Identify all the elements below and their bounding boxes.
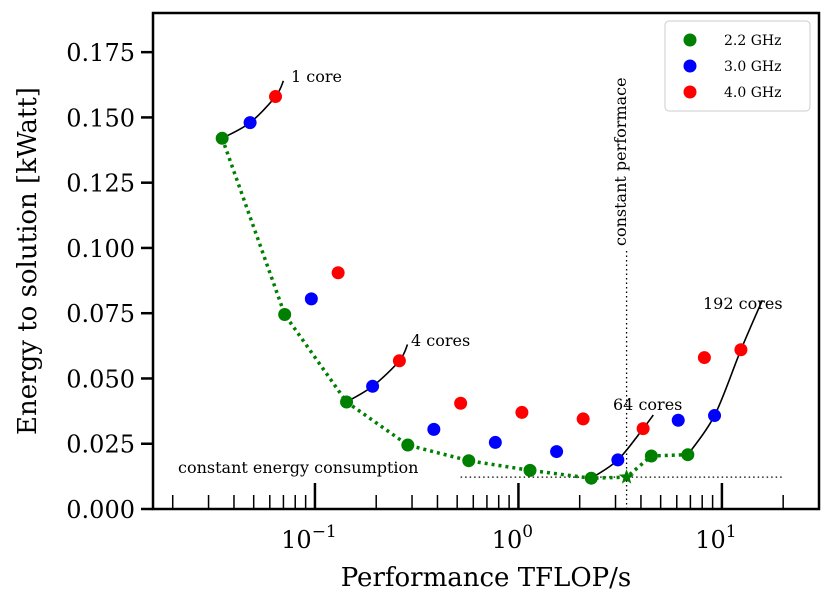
constant-energy-label: constant energy consumption bbox=[178, 458, 418, 477]
data-point bbox=[576, 412, 590, 426]
y-tick-label: 0.025 bbox=[66, 431, 135, 459]
data-point bbox=[708, 409, 722, 423]
data-point bbox=[550, 445, 564, 459]
core-curve bbox=[590, 414, 654, 479]
x-axis-ticks: 10−1 100 101 bbox=[171, 483, 820, 554]
data-point bbox=[697, 351, 711, 365]
data-point bbox=[340, 395, 354, 409]
core-label-1: 1 core bbox=[291, 67, 342, 86]
y-axis-ticks: 0.000 0.025 0.050 0.075 0.100 0.125 0.150 0.175 bbox=[66, 39, 153, 524]
legend-box bbox=[664, 20, 811, 112]
data-point bbox=[636, 422, 650, 436]
data-point bbox=[331, 266, 345, 280]
data-point bbox=[243, 116, 257, 130]
data-point bbox=[515, 405, 529, 419]
data-point bbox=[427, 422, 441, 436]
data-point bbox=[366, 379, 380, 393]
data-points bbox=[215, 90, 748, 485]
x-tick-label: 101 bbox=[695, 522, 736, 554]
y-axis-title: Energy to solution [kWatt] bbox=[13, 87, 43, 435]
x-tick-label: 10−1 bbox=[281, 522, 337, 554]
data-point bbox=[681, 448, 695, 462]
legend-marker-2-2ghz bbox=[683, 33, 697, 47]
data-point bbox=[392, 354, 406, 368]
data-point bbox=[269, 90, 283, 104]
plot-frame bbox=[151, 11, 821, 511]
constant-performance-label: constant performace bbox=[611, 77, 630, 246]
y-tick-label: 0.050 bbox=[66, 365, 135, 393]
core-label-192: 192 cores bbox=[703, 294, 783, 313]
core-curves bbox=[221, 80, 764, 479]
optimal-frequency-path bbox=[220, 137, 688, 480]
optimal-star-marker bbox=[618, 469, 635, 484]
data-point bbox=[523, 463, 537, 477]
data-point bbox=[671, 413, 685, 427]
y-tick-label: 0.100 bbox=[66, 235, 135, 263]
core-label-4: 4 cores bbox=[411, 331, 470, 350]
legend-label-2-2ghz: 2.2 GHz bbox=[724, 33, 781, 49]
legend-label-4-0ghz: 4.0 GHz bbox=[724, 85, 781, 101]
legend-marker-3-0ghz bbox=[683, 59, 697, 73]
data-point bbox=[401, 438, 415, 452]
core-curve bbox=[346, 344, 409, 403]
y-tick-label: 0.125 bbox=[66, 170, 135, 198]
y-tick-label: 0.000 bbox=[66, 496, 135, 524]
core-label-64: 64 cores bbox=[613, 395, 682, 414]
data-point bbox=[611, 453, 625, 467]
y-tick-label: 0.150 bbox=[66, 104, 135, 132]
data-point bbox=[644, 449, 658, 463]
legend-label-3-0ghz: 3.0 GHz bbox=[724, 59, 781, 75]
data-point bbox=[454, 396, 468, 410]
data-point bbox=[734, 343, 748, 357]
legend-marker-4-0ghz bbox=[683, 85, 697, 99]
core-curve bbox=[687, 299, 764, 456]
data-point bbox=[278, 308, 292, 322]
core-curve bbox=[221, 80, 285, 140]
data-point bbox=[215, 131, 229, 145]
y-tick-label: 0.175 bbox=[66, 39, 135, 67]
data-point bbox=[462, 454, 476, 468]
data-point bbox=[584, 471, 598, 485]
x-tick-label: 100 bbox=[492, 522, 533, 554]
data-point bbox=[304, 292, 318, 306]
data-point bbox=[488, 435, 502, 449]
y-tick-label: 0.075 bbox=[66, 300, 135, 328]
x-axis-title: Performance TFLOP/s bbox=[341, 563, 632, 593]
legend: 2.2 GHz 3.0 GHz 4.0 GHz bbox=[664, 20, 811, 112]
